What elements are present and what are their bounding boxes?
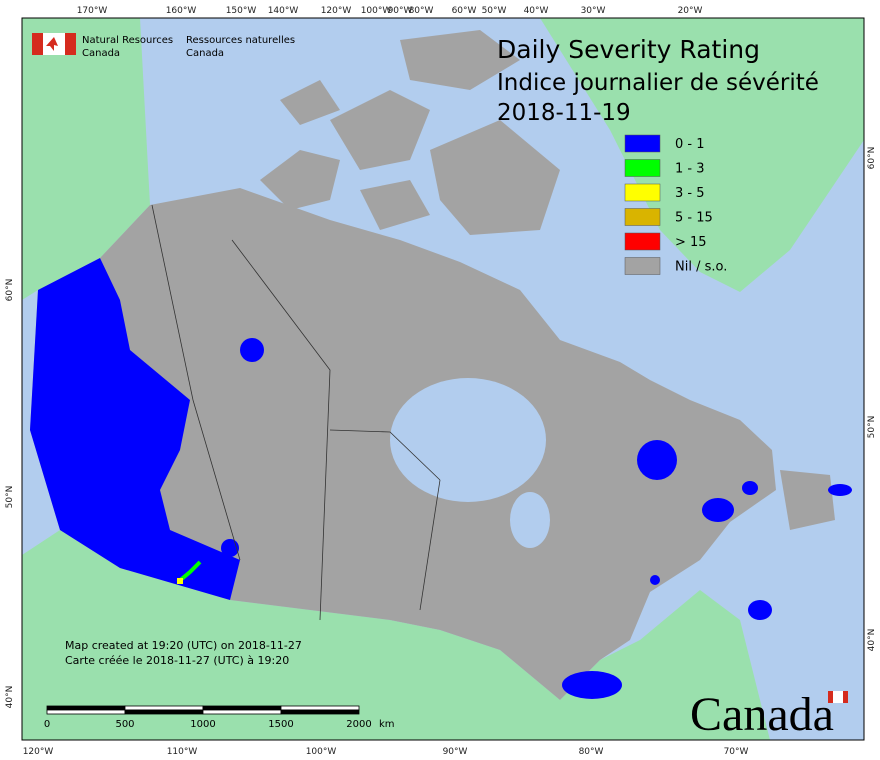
map-frame [21, 17, 865, 741]
flag-band [32, 33, 43, 55]
scale-segment [280, 705, 360, 711]
scale-bar: 0 500 1000 1500 2000 km [44, 705, 395, 730]
latitude-label: 50°N [5, 486, 15, 509]
legend-label: Nil / s.o. [675, 260, 727, 275]
legend-swatch [624, 183, 661, 202]
legend-label: 3 - 5 [675, 186, 705, 201]
flag-band [65, 33, 76, 55]
longitude-label: 110°W [167, 747, 198, 757]
scale-label: 0 [44, 719, 50, 730]
legend-swatch [624, 257, 661, 275]
longitude-label: 80°W [579, 747, 604, 757]
latitude-label: 60°N [867, 147, 877, 170]
legend-label: 0 - 1 [675, 137, 705, 152]
scale-label: 1500 [268, 719, 293, 730]
alaska [22, 18, 150, 300]
greenland [540, 18, 864, 292]
longitude-label: 50°W [482, 6, 507, 16]
provincial-boundaries [151, 204, 441, 621]
latitude-label: 40°N [5, 686, 15, 709]
longitude-label: 20°W [678, 6, 703, 16]
footer-text: Carte créée le 2018-11-27 (UTC) à 19:20 [65, 654, 289, 667]
subtitle: Indice journalier de sévérité [497, 70, 819, 96]
scale-label: 1000 [190, 719, 215, 730]
longitude-label: 90°W [443, 747, 468, 757]
legend-label: 1 - 3 [675, 162, 705, 177]
latitude-label: 40°N [867, 629, 877, 652]
longitude-label: 120°W [321, 6, 352, 16]
longitude-label: 40°W [524, 6, 549, 16]
latitude-label: 60°N [5, 279, 15, 302]
date: 2018-11-19 [497, 100, 631, 126]
longitude-label: 150°W [226, 6, 257, 16]
longitude-label: 100°W [361, 6, 392, 16]
hudson-bay [390, 378, 546, 502]
longitude-label: 60°W [452, 6, 477, 16]
legend-swatch [624, 208, 661, 226]
legend-label: 5 - 15 [675, 211, 713, 226]
scale-segment [124, 709, 204, 715]
james-bay [510, 492, 550, 548]
fire-areas [221, 338, 852, 699]
logo-text: Natural Resources [82, 35, 173, 46]
maple-leaf [46, 37, 58, 51]
logo-text: Canada [82, 48, 120, 59]
longitude-label: 100°W [306, 747, 337, 757]
scale-label: 500 [115, 719, 134, 730]
longitude-label: 170°W [77, 6, 108, 16]
scale-segment [202, 709, 282, 715]
longitude-label: 140°W [268, 6, 299, 16]
longitude-label: 70°W [724, 747, 749, 757]
arctic-islands [260, 30, 835, 530]
longitude-label: 160°W [166, 6, 197, 16]
logo-text: Ressources naturelles [186, 35, 295, 46]
wordmark: Canada [690, 688, 834, 741]
scale-segment [280, 709, 360, 715]
scale-segment [46, 705, 126, 711]
scale-unit: km [379, 719, 395, 730]
scale-segment [46, 709, 126, 715]
fire-area-yellow [177, 578, 183, 584]
logo: Natural Resources Canada Ressources natu… [32, 33, 295, 59]
logo-text: Canada [186, 48, 224, 59]
fire-area-bc [30, 258, 240, 600]
longitude-label: 30°W [581, 6, 606, 16]
flag-band [843, 691, 848, 703]
scale-segment [202, 705, 282, 711]
legend-swatch [624, 232, 661, 251]
legend-swatch [624, 159, 661, 177]
scale-label: 2000 [346, 719, 371, 730]
longitude-label: 120°W [23, 747, 54, 757]
flag-band [828, 691, 833, 703]
title: Daily Severity Rating [497, 35, 760, 64]
longitude-label: 90°W [388, 6, 413, 16]
longitude-label: 80°W [409, 6, 434, 16]
footer-text: Map created at 19:20 (UTC) on 2018-11-27 [65, 639, 302, 652]
legend-swatch [624, 134, 661, 153]
latitude-label: 50°N [867, 416, 877, 439]
legend-label: > 15 [675, 235, 707, 250]
scale-segment [124, 705, 204, 711]
